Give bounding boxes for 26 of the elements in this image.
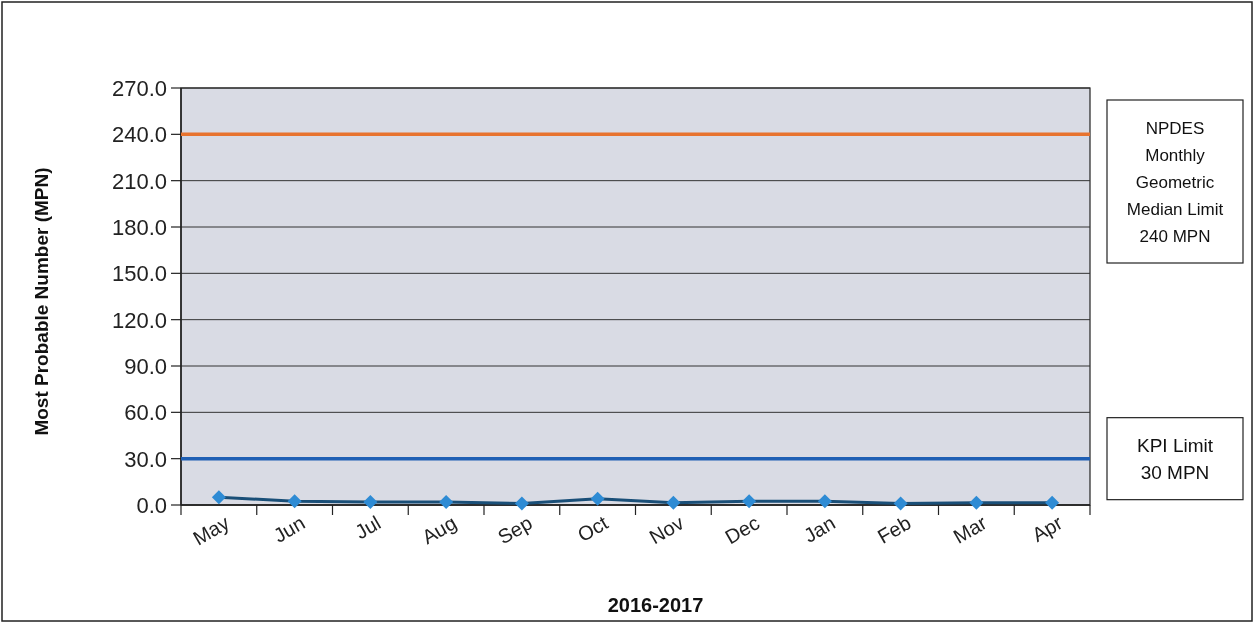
x-tick-label: Sep xyxy=(494,511,536,549)
y-tick-label: 60.0 xyxy=(124,400,167,426)
x-tick-label: Apr xyxy=(1028,511,1067,547)
y-tick-label: 270.0 xyxy=(111,75,167,101)
x-tick-label: Jul xyxy=(351,511,385,544)
y-axis-title: Most Probable Number (MPN) xyxy=(31,167,52,436)
x-tick-label: Dec xyxy=(721,511,764,549)
x-tick-label: Jun xyxy=(269,511,309,547)
x-tick-label: Nov xyxy=(645,511,688,549)
y-tick-label: 30.0 xyxy=(124,446,167,472)
ref-line-label: NPDES Monthly Geometric Median Limit 240 MPN xyxy=(1126,119,1224,247)
ref-line-label: KPI Limit 30 MPN xyxy=(1136,434,1214,483)
y-tick-label: 210.0 xyxy=(111,168,167,194)
y-tick-label: 240.0 xyxy=(111,122,167,148)
x-tick-label: Jan xyxy=(799,511,839,547)
x-tick-label: Oct xyxy=(573,511,612,547)
y-tick-label: 120.0 xyxy=(111,307,167,333)
y-tick-label: 90.0 xyxy=(124,353,167,379)
y-tick-label: 0.0 xyxy=(136,492,167,518)
y-tick-label: 150.0 xyxy=(111,261,167,287)
x-axis-title: 2016-2017 xyxy=(607,594,704,616)
x-tick-label: Feb xyxy=(873,511,915,548)
x-tick-label: May xyxy=(189,511,233,550)
x-tick-label: Mar xyxy=(949,511,991,548)
x-tick-label: Aug xyxy=(418,511,461,549)
y-tick-label: 180.0 xyxy=(111,214,167,240)
